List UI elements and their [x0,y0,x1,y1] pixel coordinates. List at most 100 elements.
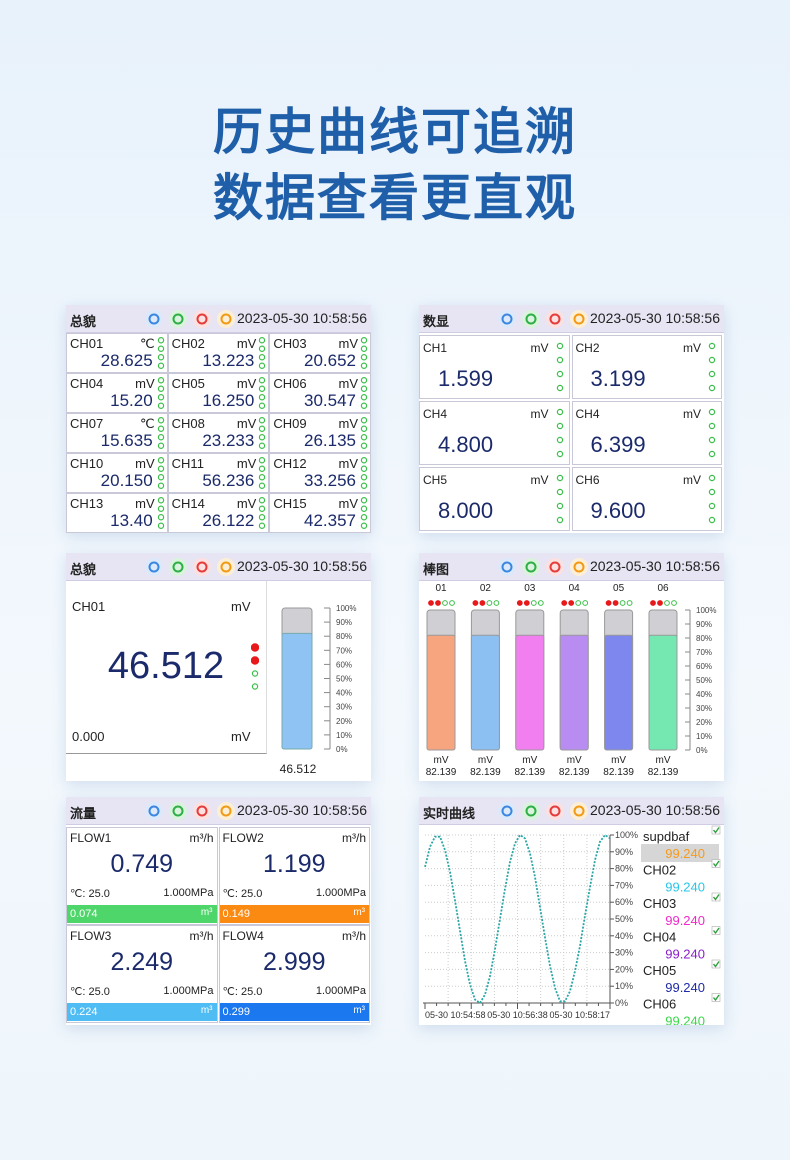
panel-title: 实时曲线 [423,806,476,821]
bar-unit: mV [567,755,582,766]
status-dot [556,384,563,392]
channel-unit: mV [231,599,251,614]
status-dot [157,394,164,401]
datetime: 2023-05-30 10:58:56 [590,802,720,818]
legend-checkbox [711,959,721,969]
bar-label: 46.512 [280,762,317,776]
status-dot [259,337,266,344]
scale-label: 90% [696,620,712,629]
status-dot [556,436,563,444]
panel-graphic [708,342,716,392]
status-icon [522,310,540,328]
channel-name: CH09 [273,416,307,431]
panel-graphic [556,474,563,524]
status-dot [259,377,266,384]
status-dot [556,502,563,510]
status-dot [157,362,164,369]
status-dot [708,474,716,482]
y-tick-label: 50% [615,914,633,924]
channel-cell: CH04 mV 15.20 [66,373,168,413]
flow-total-bar: 0.224 m³ [67,1003,217,1021]
panel-graphic [259,337,266,369]
status-dot [157,377,164,384]
status-dot [259,385,266,392]
channel-name: CH01 [70,336,104,351]
panel-header: 实时曲线 2023-05-30 10:58:56 [419,797,724,825]
panel-graphic [157,337,164,369]
panel-graphic [360,497,368,529]
channel-value: 33.256 [303,471,356,490]
status-dot [428,600,434,606]
status-icon-glyph [525,805,537,817]
bar-unit: mV [478,755,493,766]
channel-value: 46.512 [107,645,225,687]
status-icon-glyph [525,561,537,573]
bar-value: 82.139 [559,767,590,778]
status-dot [708,356,716,364]
status-dot [360,345,368,352]
flow-unit: m³/h [342,929,366,943]
channel-unit: mV [236,496,257,511]
legend-check [712,827,720,834]
flow-temp: ℃: 25.0 [70,986,110,998]
legend-checkbox [711,859,721,868]
datetime: 2023-05-30 10:58:56 [237,802,367,818]
panel: 总貌 2023-05-30 10:58:56 CH01 mV 46.512 0.000 mV… [66,553,371,781]
legend-value: 99.240 [665,980,705,995]
channel-cell: CH15 mV 42.357 [269,493,371,533]
scale-label: 80% [696,634,712,643]
range-low-unit: mV [231,729,251,744]
scale-label: 70% [696,648,712,657]
status-icon-glyph [501,313,513,325]
status-dot [657,600,663,606]
channel-name: CH04 [70,376,104,391]
flow-name: FLOW2 [222,831,264,845]
flow-total-unit: m³ [353,907,365,918]
status-dot [435,600,441,606]
flow-value: 1.199 [262,850,326,878]
channel-unit: ℃ [140,416,155,431]
channel-unit: mV [135,376,155,391]
panel-graphic [360,337,368,369]
bar-value: 82.139 [515,767,546,778]
bar-unit: mV [656,755,671,766]
channel-cell: CH08 mV 23.233 [167,413,270,453]
channel-name: CH6 [575,473,600,487]
bar-name: 05 [613,583,625,594]
channel-value: 15.20 [110,391,153,410]
status-dot [556,356,563,364]
status-dot [259,345,266,352]
panel-graphic [360,377,368,409]
status-dot [157,417,164,424]
status-dot [479,600,486,606]
status-dot [360,337,368,344]
status-dot [360,417,368,424]
legend-value: 99.240 [665,880,705,895]
status-dot [360,362,368,369]
panel-header: 流量 2023-05-30 10:58:56 [66,797,371,825]
x-tick-label: 05-30 10:58:17 [549,1010,610,1020]
status-dot [708,384,716,392]
legend-checkbox [711,993,721,1002]
status-dot [556,450,563,458]
panel-graphic [556,342,563,392]
status-icon [193,802,211,820]
status-dot [708,488,716,496]
legend-name: CH05 [643,963,676,978]
scale-label: 90% [336,618,352,627]
channel-unit: mV [338,416,358,431]
channel-name: CH05 [171,376,205,391]
status-dot [556,488,563,496]
channel-unit: mV [236,456,257,471]
status-dot [157,345,164,352]
channel-cell: CH01 ℃ 28.625 [66,333,168,373]
channel-cell: CH12 mV 33.256 [269,453,371,493]
channel-value: 1.599 [438,366,494,391]
flow-block: FLOW2 m³/h 1.199 ℃: 25.0 1.000MPa 0.149 m³ [218,827,370,925]
status-dot [360,457,368,464]
status-dot [157,402,164,409]
bar-unit: mV [434,755,449,766]
panel-graphic: 01mV82.13902mV82.13903mV82.13904mV82.139… [426,583,717,778]
status-icon-glyph [525,313,537,325]
